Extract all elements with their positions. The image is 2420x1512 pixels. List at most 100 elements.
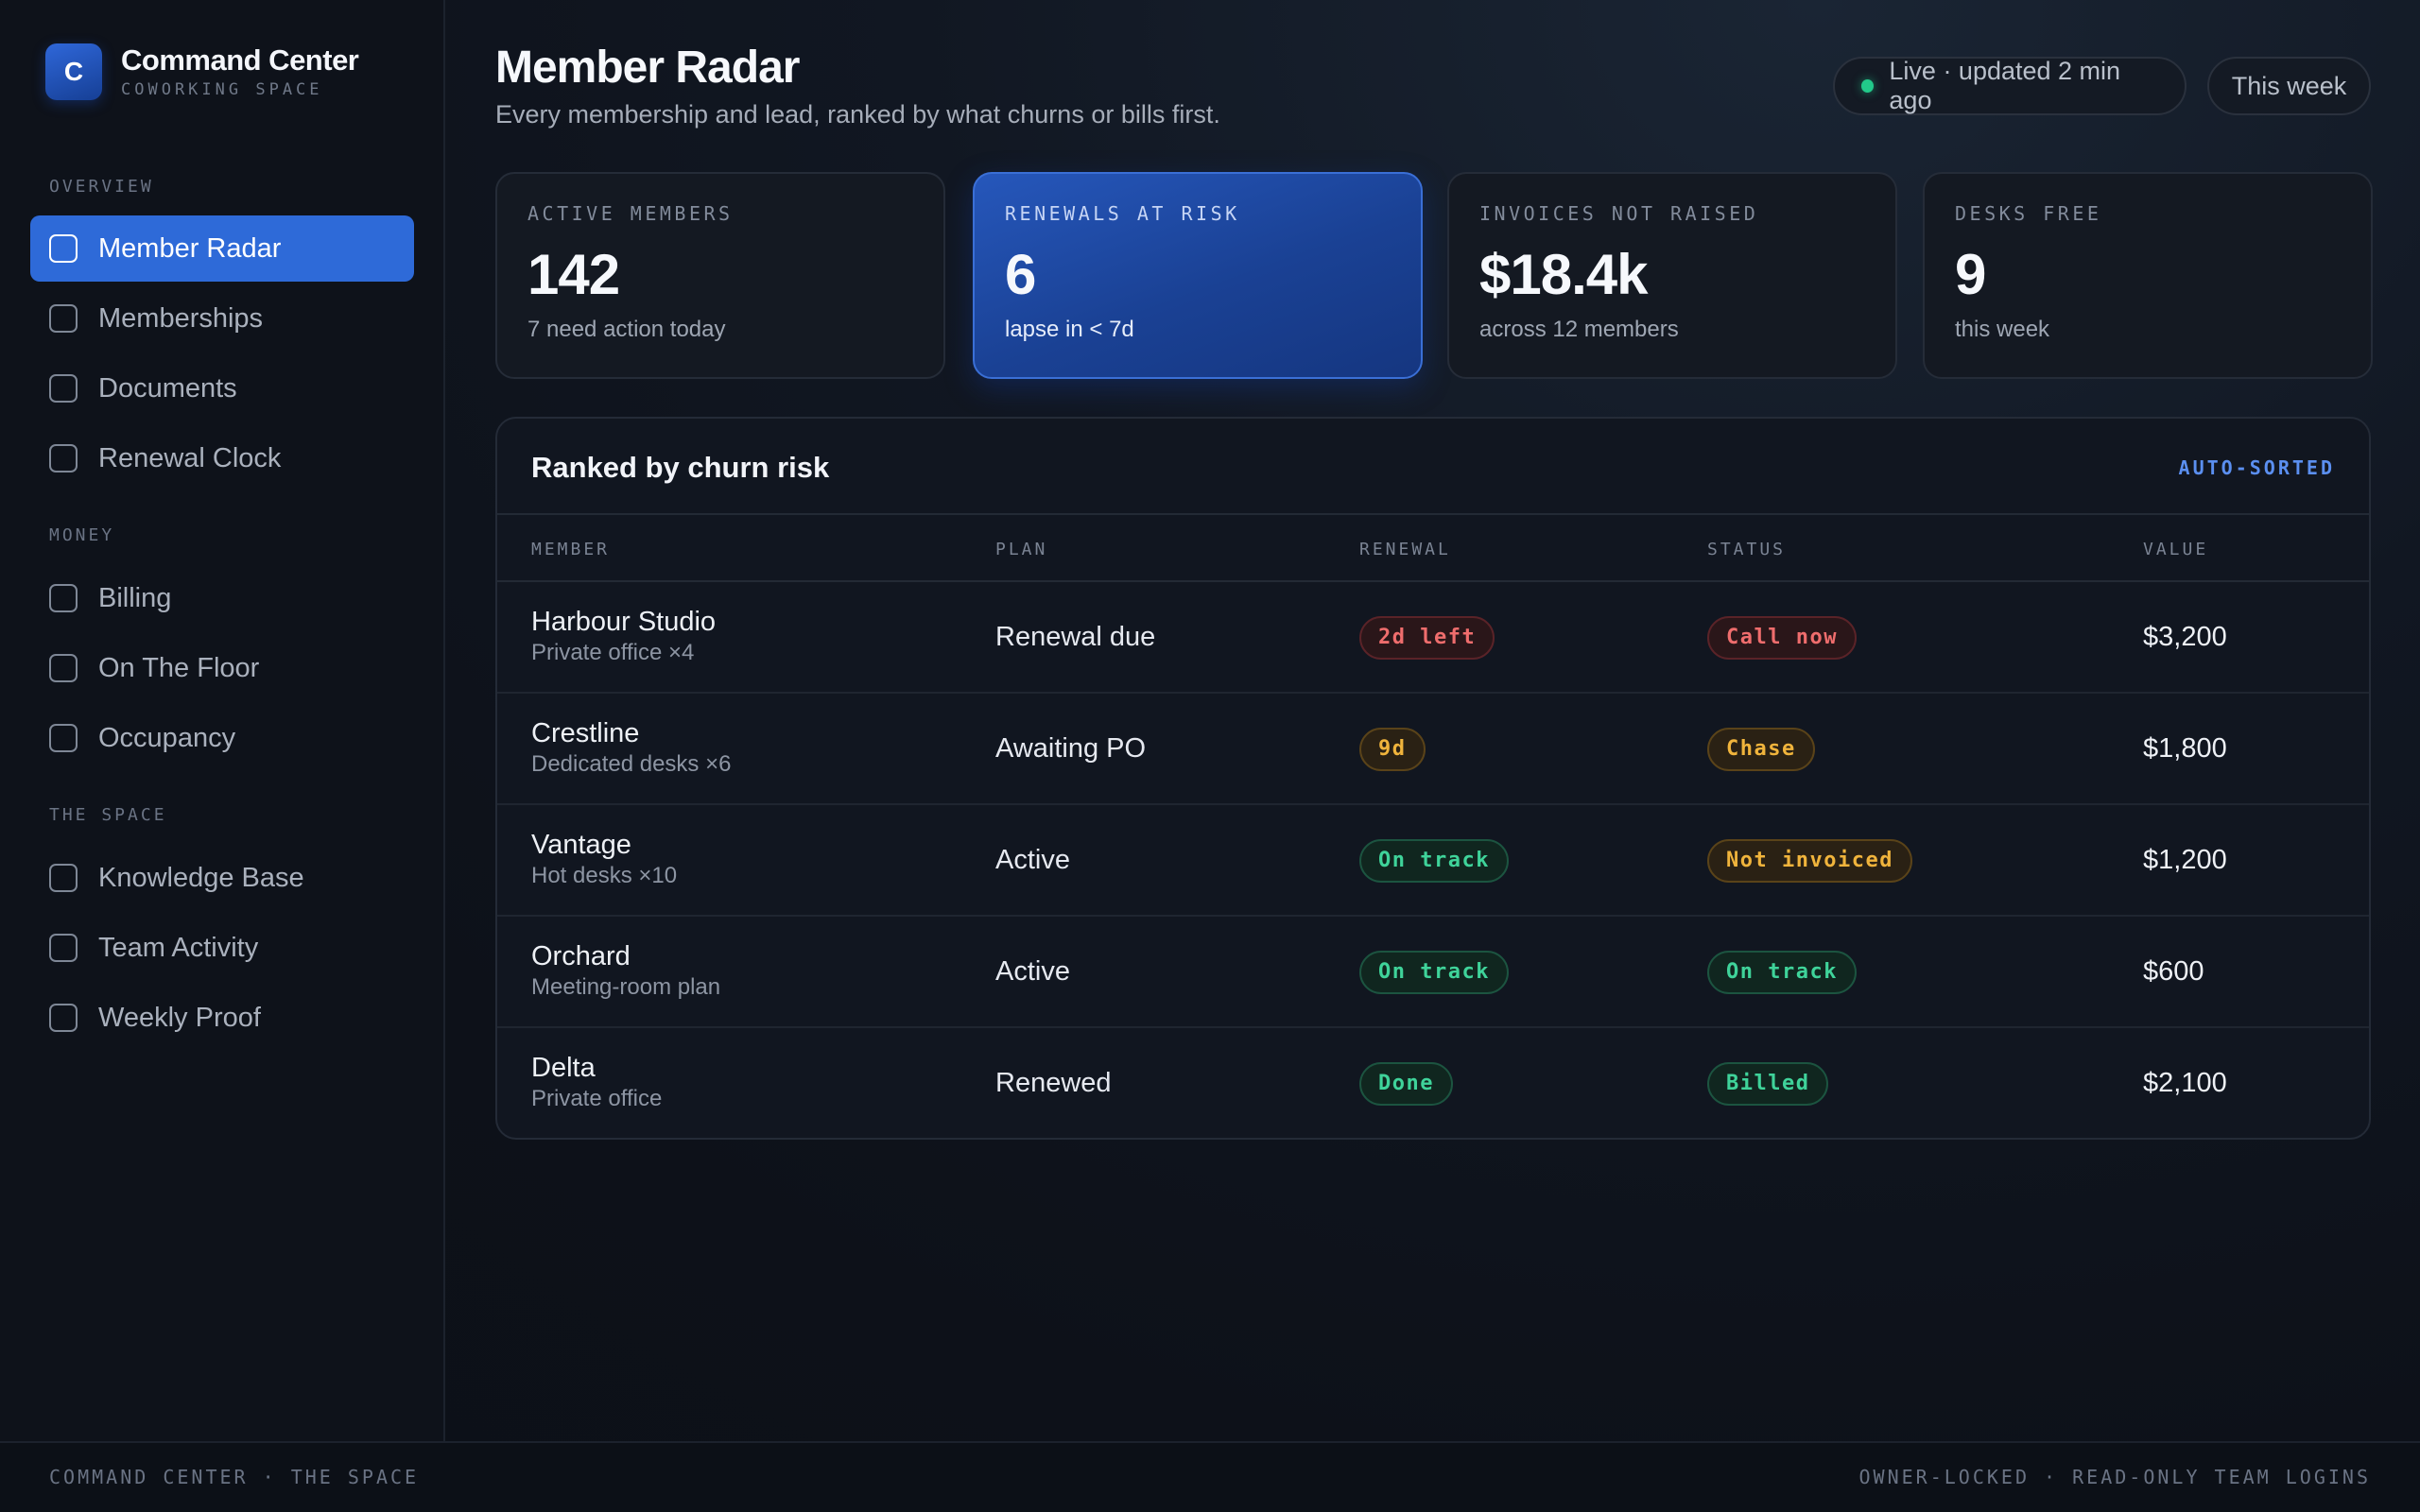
table-row[interactable]: Crestline Dedicated desks ×6 Awaiting PO… [497, 694, 2369, 805]
live-status-pill: Live · updated 2 min ago [1833, 57, 2187, 115]
brand-logo: C [45, 43, 102, 100]
kpi-card-active-members[interactable]: ACTIVE MEMBERS 142 7 need action today [495, 172, 945, 379]
sidebar-item-billing[interactable]: Billing [30, 565, 414, 631]
live-status-label: Live · updated 2 min ago [1889, 57, 2121, 114]
member-name: Vantage [531, 830, 631, 860]
member-name: Harbour Studio [531, 607, 717, 637]
checkbox-icon [49, 1004, 78, 1032]
checkbox-icon [49, 234, 78, 263]
status-dot-icon [1861, 79, 1875, 93]
member-detail: Private office [531, 1086, 663, 1111]
renewal-badge: 9d [1359, 728, 1426, 771]
renewal-badge: Done [1359, 1062, 1453, 1106]
kpi-label: INVOICES NOT RAISED [1479, 202, 1759, 225]
brand-subtitle: COWORKING SPACE [121, 80, 323, 99]
kpi-note: this week [1955, 317, 2050, 342]
kpi-value: $18.4k [1479, 243, 1649, 306]
sidebar-item-label: Team Activity [98, 932, 259, 963]
footer: COMMAND CENTER · THE SPACE OWNER-LOCKED … [0, 1441, 2420, 1512]
member-detail: Meeting-room plan [531, 974, 721, 1000]
checkbox-icon [49, 934, 78, 962]
auto-sorted-tag: AUTO-SORTED [2178, 456, 2335, 479]
table-row[interactable]: Vantage Hot desks ×10 Active On track No… [497, 805, 2369, 917]
sidebar-item-label: Occupancy [98, 722, 236, 753]
sidebar-item-knowledge-base[interactable]: Knowledge Base [30, 845, 414, 911]
nav-section-money: MONEY [49, 525, 115, 545]
member-name: Crestline [531, 718, 640, 748]
status-badge[interactable]: On track [1707, 951, 1857, 994]
churn-risk-table: Ranked by churn risk AUTO-SORTED MEMBER … [495, 417, 2371, 1140]
status-badge[interactable]: Chase [1707, 728, 1815, 771]
column-header-status[interactable]: STATUS [1707, 540, 1787, 559]
value-cell: $2,100 [2143, 1068, 2227, 1098]
table-row[interactable]: Orchard Meeting-room plan Active On trac… [497, 917, 2369, 1028]
table-row[interactable]: Harbour Studio Private office ×4 Renewal… [497, 582, 2369, 694]
status-badge[interactable]: Not invoiced [1707, 839, 1912, 883]
checkbox-icon [49, 304, 78, 333]
nav-section-overview: OVERVIEW [49, 177, 154, 197]
checkbox-icon [49, 864, 78, 892]
plan-cell: Active [995, 845, 1070, 875]
kpi-card-invoices-not-raised[interactable]: INVOICES NOT RAISED $18.4k across 12 mem… [1447, 172, 1897, 379]
plan-cell: Renewal due [995, 622, 1156, 652]
kpi-note: 7 need action today [527, 317, 726, 342]
member-name: Delta [531, 1053, 596, 1083]
plan-cell: Active [995, 956, 1070, 987]
kpi-card-renewals-at-risk[interactable]: RENEWALS AT RISK 6 lapse in < 7d [973, 172, 1423, 379]
footer-left-text: COMMAND CENTER · THE SPACE [49, 1466, 420, 1488]
checkbox-icon [49, 724, 78, 752]
page-title: Member Radar [495, 43, 800, 93]
sidebar-item-occupancy[interactable]: Occupancy [30, 705, 414, 771]
value-cell: $1,800 [2143, 733, 2227, 764]
kpi-value: 6 [1005, 243, 1036, 306]
nav-section-the-space: THE SPACE [49, 805, 167, 825]
kpi-label: RENEWALS AT RISK [1005, 202, 1240, 225]
sidebar-item-label: Memberships [98, 302, 264, 334]
sidebar-item-renewal-clock[interactable]: Renewal Clock [30, 425, 414, 491]
column-header-renewal[interactable]: RENEWAL [1359, 540, 1451, 559]
kpi-card-desks-free[interactable]: DESKS FREE 9 this week [1923, 172, 2373, 379]
brand-title: Command Center [121, 43, 359, 77]
table-row[interactable]: Delta Private office Renewed Done Billed… [497, 1028, 2369, 1138]
brand[interactable]: C Command Center COWORKING SPACE [45, 43, 359, 100]
date-range-button[interactable]: This week [2207, 57, 2371, 115]
sidebar-item-member-radar[interactable]: Member Radar [30, 215, 414, 282]
kpi-note: across 12 members [1479, 317, 1679, 342]
sidebar: C Command Center COWORKING SPACE OVERVIE… [0, 0, 445, 1441]
kpi-label: ACTIVE MEMBERS [527, 202, 734, 225]
column-header-plan[interactable]: PLAN [995, 540, 1048, 559]
renewal-badge: 2d left [1359, 616, 1495, 660]
status-badge[interactable]: Billed [1707, 1062, 1829, 1106]
sidebar-item-label: Knowledge Base [98, 862, 304, 893]
plan-cell: Awaiting PO [995, 733, 1147, 764]
checkbox-icon [49, 654, 78, 682]
member-detail: Private office ×4 [531, 640, 695, 665]
kpi-value: 142 [527, 243, 620, 306]
kpi-note: lapse in < 7d [1005, 317, 1134, 342]
value-cell: $1,200 [2143, 845, 2227, 875]
sidebar-item-label: On The Floor [98, 652, 260, 683]
table-header: MEMBER PLAN RENEWAL STATUS VALUE [497, 513, 2369, 582]
sidebar-item-label: Member Radar [98, 232, 282, 264]
sidebar-item-documents[interactable]: Documents [30, 355, 414, 421]
value-cell: $600 [2143, 956, 2204, 987]
sidebar-item-label: Renewal Clock [98, 442, 282, 473]
sidebar-item-label: Documents [98, 372, 237, 404]
table-title: Ranked by churn risk [531, 451, 830, 484]
renewal-badge: On track [1359, 839, 1509, 883]
sidebar-item-team-activity[interactable]: Team Activity [30, 915, 414, 981]
sidebar-item-weekly-proof[interactable]: Weekly Proof [30, 985, 414, 1051]
member-name: Orchard [531, 941, 631, 971]
sidebar-item-label: Billing [98, 582, 172, 613]
column-header-member[interactable]: MEMBER [531, 540, 611, 559]
column-header-value[interactable]: VALUE [2143, 540, 2209, 559]
renewal-badge: On track [1359, 951, 1509, 994]
checkbox-icon [49, 584, 78, 612]
member-detail: Hot desks ×10 [531, 863, 678, 888]
page-subtitle: Every membership and lead, ranked by wha… [495, 100, 1220, 129]
sidebar-item-on-the-floor[interactable]: On The Floor [30, 635, 414, 701]
sidebar-item-memberships[interactable]: Memberships [30, 285, 414, 352]
status-badge[interactable]: Call now [1707, 616, 1857, 660]
value-cell: $3,200 [2143, 622, 2227, 652]
kpi-value: 9 [1955, 243, 1986, 306]
